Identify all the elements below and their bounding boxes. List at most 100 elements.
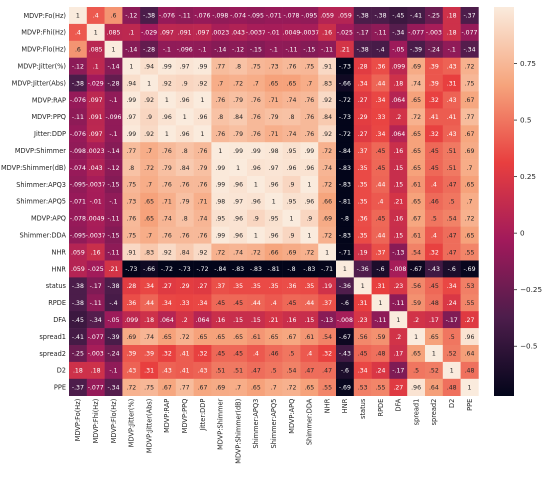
cell-value-label: .66 (322, 199, 332, 206)
heatmap-cell (122, 277, 141, 295)
cell-value-label: -.14 (214, 46, 226, 53)
y-tick-label: MDVP:Shimmer (15, 147, 66, 155)
cell-value-label: .0023 (87, 148, 105, 155)
heatmap-cell (104, 260, 123, 278)
heatmap-cell (193, 378, 212, 396)
cell-value-label: .4 (75, 30, 81, 37)
cell-value-label: .44 (251, 300, 261, 307)
cell-value-label: .085 (107, 30, 121, 37)
heatmap-cell (300, 226, 319, 244)
cell-value-label: .95 (269, 215, 279, 222)
x-tick-label: MDVP:Jitter(Abs) (145, 399, 153, 453)
heatmap-cell (211, 260, 230, 278)
cell-value-label: -.098 (212, 13, 228, 20)
cell-value-label: .45 (429, 148, 439, 155)
heatmap-cell (300, 209, 319, 227)
x-tick-label: RPDE (377, 399, 385, 417)
heatmap-cell (247, 378, 266, 396)
cell-value-label: .55 (465, 249, 475, 256)
heatmap-cell (104, 176, 123, 194)
cell-value-label: .96 (233, 232, 243, 239)
cell-value-label: .76 (251, 114, 261, 121)
heatmap-cell (442, 7, 461, 25)
heatmap-cell (175, 328, 194, 346)
heatmap-cell (122, 57, 141, 75)
cell-value-label: .65 (411, 351, 421, 358)
cell-value-label: 1 (396, 317, 400, 324)
heatmap-cell (300, 40, 319, 58)
heatmap-cell (211, 176, 230, 194)
heatmap-cell (86, 378, 105, 396)
cell-value-label: .34 (198, 300, 208, 307)
cell-value-label: .46 (429, 199, 439, 206)
cell-value-label: .74 (162, 215, 172, 222)
cell-value-label: .4 (378, 199, 384, 206)
cell-value-label: .45 (358, 351, 368, 358)
heatmap-cell (229, 91, 248, 109)
heatmap-cell (140, 294, 159, 312)
cell-value-label: .59 (411, 300, 421, 307)
heatmap-cell (371, 209, 390, 227)
heatmap-cell (175, 294, 194, 312)
heatmap-cell (460, 125, 479, 143)
heatmap-cell (86, 91, 105, 109)
heatmap-cell (442, 125, 461, 143)
heatmap-cell (175, 159, 194, 177)
cell-value-label: .091 (89, 114, 103, 121)
cell-value-label: .54 (447, 215, 457, 222)
heatmap-cell (336, 311, 355, 329)
heatmap-cell (318, 260, 337, 278)
cell-value-label: .21 (269, 317, 279, 324)
cell-value-label: .097 (196, 30, 210, 37)
heatmap-cell (442, 91, 461, 109)
heatmap-cell (353, 159, 372, 177)
heatmap-cell (300, 260, 319, 278)
heatmap-cell (407, 361, 426, 380)
cell-value-label: -.34 (463, 46, 475, 53)
cell-value-label: -.81 (339, 199, 351, 206)
heatmap-cell (193, 311, 212, 329)
heatmap-cell (86, 23, 105, 42)
heatmap-cell (371, 361, 390, 380)
heatmap-cell (318, 40, 337, 58)
cell-value-label: -.078 (70, 215, 86, 222)
cell-value-label: .75 (144, 384, 154, 391)
cell-value-label: .53 (465, 283, 475, 290)
heatmap-cell (371, 328, 390, 346)
cell-value-label: -.15 (303, 46, 315, 53)
heatmap-cell (264, 277, 283, 295)
cell-value-label: .76 (304, 97, 314, 104)
heatmap-cell (193, 192, 212, 211)
heatmap-cell (158, 311, 177, 329)
heatmap-cell (140, 361, 159, 380)
cell-value-label: .92 (198, 80, 208, 87)
heatmap-cell (86, 311, 105, 329)
cell-value-label: .32 (162, 351, 172, 358)
heatmap-cell (69, 226, 88, 244)
cell-value-label: -.71 (339, 249, 351, 256)
heatmap-cell (158, 176, 177, 194)
cell-value-label: .24 (376, 368, 386, 375)
cell-value-label: .21 (393, 199, 403, 206)
cell-value-label: .43 (447, 97, 457, 104)
cell-value-label: -.1 (163, 46, 171, 53)
cell-value-label: .24 (447, 300, 457, 307)
cell-value-label: -.12 (232, 46, 244, 53)
cell-value-label: .94 (144, 63, 154, 70)
cell-value-label: .8 (217, 114, 223, 121)
heatmap-cell (353, 176, 372, 194)
cell-value-label: .0049 (87, 215, 105, 222)
cell-value-label: .18 (447, 13, 457, 20)
cell-value-label: -.67 (410, 266, 422, 273)
x-tick-label: Shimmer:APQ3 (252, 399, 260, 449)
heatmap-cell (353, 328, 372, 346)
heatmap-cell (211, 91, 230, 109)
heatmap-cell (158, 7, 177, 25)
heatmap-cell (300, 243, 319, 261)
cell-value-label: .54 (411, 249, 421, 256)
heatmap-cell (300, 378, 319, 396)
cell-value-label: .7 (253, 80, 259, 87)
heatmap-cell (318, 192, 337, 211)
heatmap-cell (122, 159, 141, 177)
